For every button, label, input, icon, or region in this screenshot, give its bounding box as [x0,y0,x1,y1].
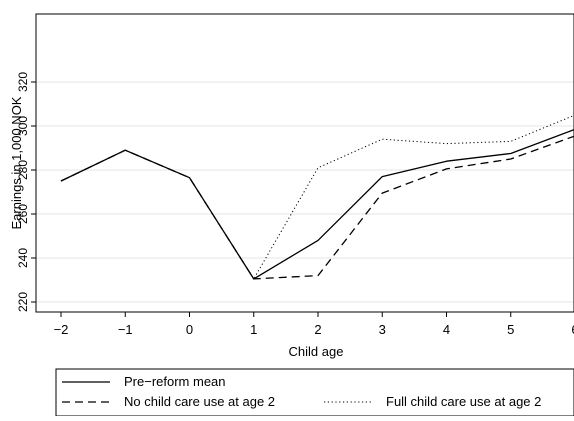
y-tick-label: 240 [16,248,30,268]
legend-label: Pre−reform mean [124,374,226,389]
x-tick-label: 0 [186,322,193,337]
legend-label: Full child care use at age 2 [386,394,541,409]
x-tick-label: −1 [118,322,133,337]
legend-items: Pre−reform mean No child care use at age … [62,374,541,409]
x-tick-label: 2 [314,322,321,337]
series-lines [60,114,574,280]
x-tick-label: 5 [507,322,514,337]
y-axis-label: Earnings in 1,000 NOK [9,96,24,229]
series-line-dotted [60,114,574,280]
y-tick-label: 320 [16,72,30,92]
x-tick-label: 3 [379,322,386,337]
legend-label: No child care use at age 2 [124,394,275,409]
plot-frame [35,13,574,313]
gridlines [36,81,574,303]
y-tick-label: 280 [16,160,30,180]
x-axis-label: Child age [289,344,344,359]
x-axis: −2 −1 0 1 2 3 4 5 6 [54,312,574,337]
x-tick-label: 6 [571,322,574,337]
series-line-dashed [60,135,574,280]
x-tick-label: −2 [54,322,69,337]
x-tick-label: 4 [443,322,450,337]
legend: Pre−reform mean No child care use at age … [55,368,574,417]
y-tick-label: 260 [16,204,30,224]
series-line-solid [60,128,574,280]
x-tick-label: 1 [250,322,257,337]
y-tick-label: 220 [16,292,30,312]
y-tick-label: 300 [16,116,30,136]
y-axis: 220 240 260 280 300 320 [16,72,36,312]
